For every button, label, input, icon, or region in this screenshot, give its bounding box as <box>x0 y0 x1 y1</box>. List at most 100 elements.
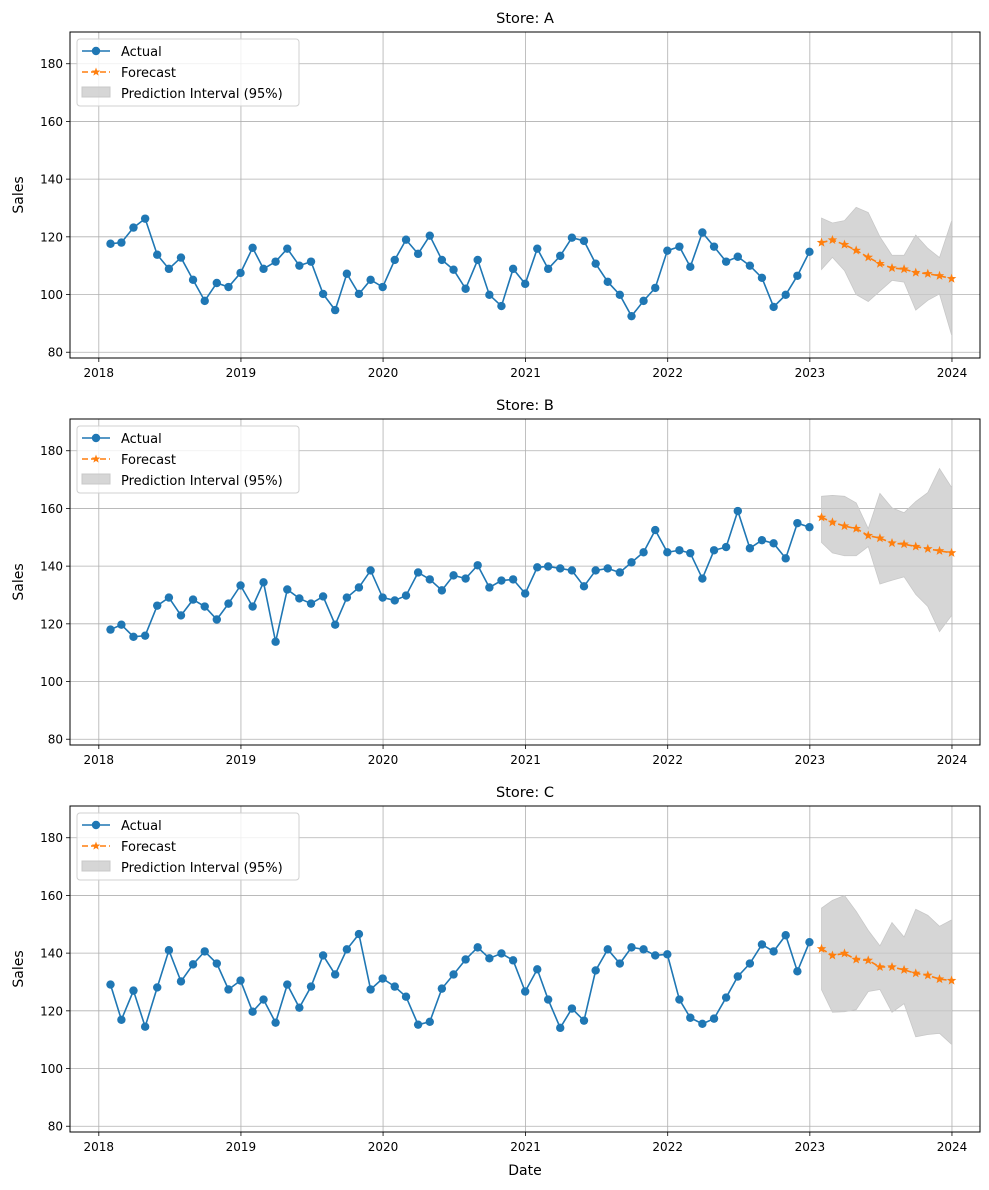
actual-point <box>306 599 316 608</box>
actual-point <box>556 1023 565 1033</box>
actual-point <box>212 278 221 288</box>
actual-point <box>248 602 257 611</box>
actual-point <box>342 269 352 278</box>
actual-point <box>485 954 494 963</box>
y-tick-label: 80 <box>48 346 63 360</box>
forecast-point <box>899 264 909 274</box>
actual-point <box>437 255 447 265</box>
actual-point <box>639 548 648 557</box>
actual-point <box>721 257 731 266</box>
actual-point <box>461 284 470 293</box>
actual-point <box>745 261 755 270</box>
actual-point <box>508 956 518 965</box>
actual-point <box>639 945 648 954</box>
actual-point <box>567 566 577 575</box>
actual-point <box>793 518 802 528</box>
actual-point <box>318 592 328 601</box>
axes-frame <box>69 805 981 1133</box>
legend-interval-label: Prediction Interval (95%) <box>121 861 283 876</box>
forecast-point <box>816 512 827 522</box>
y-axis-label: Sales <box>11 950 27 987</box>
x-tick-label: 2020 <box>368 366 399 380</box>
panel-storeb: 80 100 120 140 160 180 2018 2019 2020 2021 2022 202… <box>11 398 981 767</box>
actual-point <box>651 283 660 293</box>
actual-point <box>556 251 565 261</box>
actual-point <box>485 290 494 300</box>
forecast-point <box>851 245 861 255</box>
actual-point <box>473 561 482 570</box>
actual-point <box>378 974 387 983</box>
actual-point <box>129 223 138 232</box>
actual-point <box>663 548 672 557</box>
actual-point <box>698 228 707 237</box>
actual-point <box>603 945 612 954</box>
actual-point <box>271 637 280 646</box>
actual-point <box>212 959 221 968</box>
forecast-point <box>946 547 957 557</box>
actual-point <box>248 1007 257 1016</box>
actual-point <box>129 632 138 642</box>
actual-point <box>200 602 209 611</box>
actual-point <box>224 282 233 292</box>
forecast-point <box>946 975 957 985</box>
y-axis-label: Sales <box>11 563 27 600</box>
actual-point <box>188 595 198 604</box>
actual-point <box>805 247 814 257</box>
actual-point <box>686 1013 695 1022</box>
forecast-point <box>911 968 921 978</box>
actual-point <box>793 271 802 280</box>
actual-point <box>675 242 684 251</box>
actual-point <box>567 1004 577 1013</box>
actual-point <box>390 982 399 991</box>
actual-point <box>627 943 636 952</box>
x-tick-label: 2022 <box>652 1140 683 1154</box>
y-axis-label: Sales <box>11 176 27 213</box>
actual-point <box>366 275 375 285</box>
actual-point <box>236 268 245 278</box>
forecast-point <box>816 237 827 247</box>
prediction-interval-band <box>821 467 952 633</box>
actual-point <box>698 1019 707 1029</box>
x-tick-label: 2019 <box>226 753 257 767</box>
y-tick-label: 180 <box>40 444 63 458</box>
legend: Actual Forecast Prediction Interval (95%) <box>76 38 300 107</box>
legend-interval-swatch-icon <box>81 86 111 98</box>
axes-frame <box>69 418 981 746</box>
forecast-point <box>899 964 909 974</box>
forecast-point <box>827 517 838 527</box>
actual-point <box>212 615 221 624</box>
forecast-point <box>863 252 873 262</box>
actual-point <box>390 255 399 265</box>
actual-point <box>556 564 565 573</box>
actual-point <box>461 574 470 583</box>
actual-point <box>140 214 150 223</box>
panel-storec: 80 100 120 140 160 180 2018 2019 2020 2021 2022 202… <box>11 785 981 1179</box>
actual-point <box>497 576 506 585</box>
actual-point <box>757 273 767 282</box>
legend-actual-label: Actual <box>121 45 162 60</box>
actual-point <box>425 1017 434 1026</box>
actual-point <box>401 992 411 1001</box>
legend-interval-swatch-icon <box>81 473 111 485</box>
actual-point <box>745 544 755 553</box>
y-tick-label: 180 <box>40 57 63 71</box>
x-tick-label: 2021 <box>510 366 541 380</box>
actual-point <box>497 949 506 958</box>
forecast-point <box>887 262 897 273</box>
x-tick-label: 2024 <box>937 1140 968 1154</box>
forecast-point <box>816 943 827 953</box>
x-tick-label: 2024 <box>937 753 968 767</box>
legend-forecast-marker-icon <box>91 841 101 850</box>
actual-point <box>733 252 743 261</box>
actual-point <box>603 564 612 573</box>
actual-point <box>533 563 542 572</box>
forecast-point <box>923 268 933 278</box>
legend-actual-marker-icon <box>91 46 101 56</box>
forecast-point <box>887 961 897 972</box>
x-tick-label: 2021 <box>510 1140 541 1154</box>
actual-point <box>271 257 280 266</box>
x-axis-label: Date <box>508 1163 541 1179</box>
actual-point <box>461 955 470 964</box>
actual-point <box>188 275 198 285</box>
forecast-point <box>863 530 873 540</box>
